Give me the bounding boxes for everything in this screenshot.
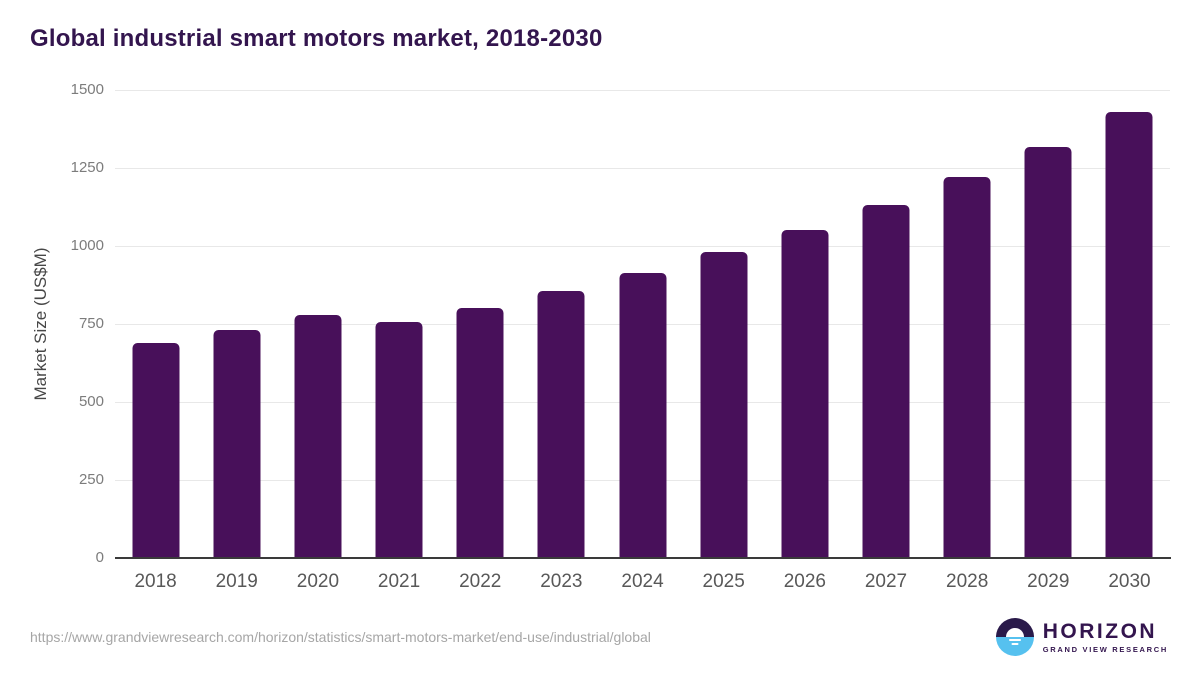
x-tick-label-2028: 2028 [946, 571, 989, 592]
y-tick-label-1500: 1500 [70, 81, 104, 98]
bar-2020 [294, 315, 342, 558]
x-tick-label-2024: 2024 [621, 571, 664, 592]
bar-slot-2023: 2023 [521, 90, 602, 592]
bar-2022 [456, 308, 504, 558]
x-tick-label-2025: 2025 [702, 571, 745, 592]
logo-name: HORIZON [1042, 619, 1158, 643]
gridline-1000 [115, 245, 1170, 247]
x-tick-label-2029: 2029 [1027, 571, 1070, 592]
y-tick-label-0: 0 [95, 549, 104, 566]
x-tick-label-2030: 2030 [1108, 571, 1151, 592]
bar-2026 [781, 230, 829, 558]
horizon-logo: HORIZON GRAND VIEW RESEARCH [995, 618, 1168, 656]
bar-2023 [537, 291, 585, 558]
bar-slot-2022: 2022 [440, 90, 521, 592]
bar-slot-2027: 2027 [845, 90, 926, 592]
bar-2030 [1105, 111, 1153, 558]
source-url: https://www.grandviewresearch.com/horizo… [30, 629, 651, 645]
horizon-sun-icon [995, 618, 1034, 656]
plot-area: 2018 2019 2020 2021 2022 2023 2024 2025 2026 2027… [115, 89, 1170, 592]
logo-subtitle: GRAND VIEW RESEARCH [1042, 644, 1168, 654]
x-tick-label-2026: 2026 [783, 571, 826, 592]
x-tick-label-2020: 2020 [296, 571, 340, 592]
bar-slot-2018: 2018 [115, 90, 196, 592]
bar-slot-2026: 2026 [764, 90, 845, 592]
bar-slot-2028: 2028 [927, 90, 1008, 592]
x-tick-label-2019: 2019 [215, 571, 258, 592]
bar-slot-2019: 2019 [196, 90, 277, 592]
x-axis-line [115, 557, 1171, 559]
bar-slot-2021: 2021 [358, 90, 439, 592]
bar-slot-2020: 2020 [277, 90, 358, 592]
x-tick-label-2018: 2018 [134, 571, 177, 592]
gridline-1500 [115, 89, 1170, 91]
bar-2027 [862, 204, 910, 558]
bar-slot-2024: 2024 [602, 90, 683, 592]
chart-title: Global industrial smart motors market, 2… [30, 25, 603, 52]
bar-2021 [375, 322, 423, 558]
bar-2029 [1024, 146, 1072, 558]
y-tick-label-500: 500 [78, 393, 104, 410]
bar-2018 [132, 342, 180, 558]
bar-2019 [213, 330, 261, 558]
y-tick-label-1000: 1000 [70, 237, 104, 254]
y-tick-label-1250: 1250 [70, 159, 104, 176]
x-tick-label-2021: 2021 [377, 571, 421, 592]
y-tick-label-250: 250 [78, 471, 104, 488]
footer: https://www.grandviewresearch.com/horizo… [30, 612, 1168, 662]
bar-slot-2025: 2025 [683, 90, 764, 592]
bar-2025 [700, 252, 748, 558]
y-tick-label-750: 750 [78, 315, 104, 332]
x-tick-label-2027: 2027 [864, 571, 908, 592]
x-tick-label-2023: 2023 [540, 571, 583, 592]
gridline-1250 [115, 167, 1170, 169]
bar-2028 [943, 177, 991, 558]
bar-series: 2018 2019 2020 2021 2022 2023 2024 2025 2026 2027… [115, 90, 1170, 592]
bar-slot-2029: 2029 [1008, 90, 1089, 592]
bar-2024 [619, 273, 667, 558]
x-tick-label-2022: 2022 [459, 571, 502, 592]
bar-slot-2030: 2030 [1089, 90, 1170, 592]
